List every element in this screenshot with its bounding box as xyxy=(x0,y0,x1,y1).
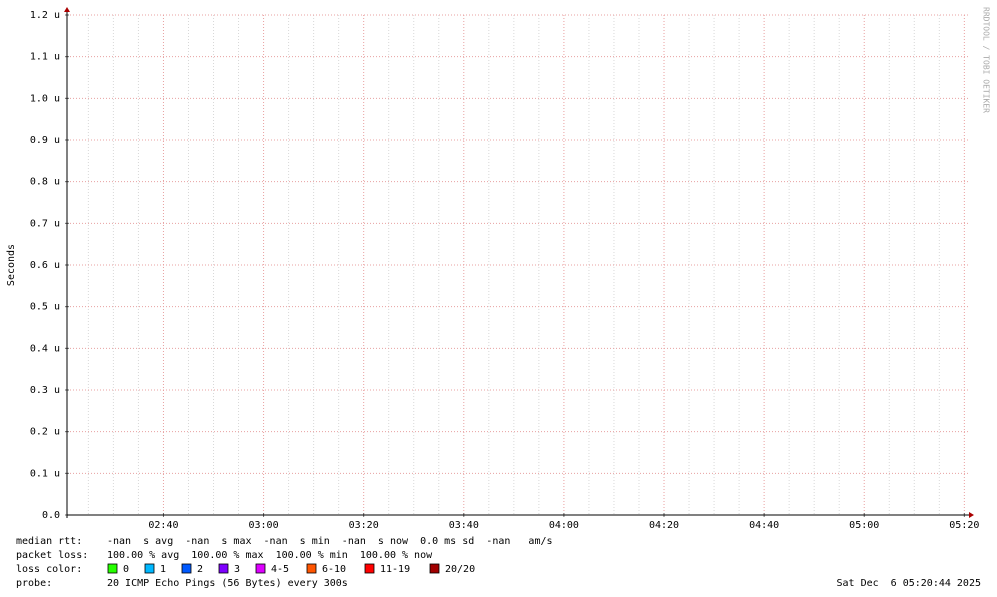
y-tick-label: 0.9 u xyxy=(30,135,60,146)
y-tick-label: 0.7 u xyxy=(30,218,60,229)
x-tick-label: 03:00 xyxy=(249,520,279,531)
x-tick-label: 05:20 xyxy=(949,520,979,531)
watermark: RRDTOOL / TOBI OETIKER xyxy=(982,7,991,113)
legend-label: loss color: xyxy=(16,564,82,575)
x-tick-label: 05:00 xyxy=(849,520,879,531)
y-axis-label: Seconds xyxy=(6,244,17,286)
loss-color-name: 11-19 xyxy=(380,564,410,575)
x-tick-label: 03:20 xyxy=(349,520,379,531)
legend-label: packet loss: xyxy=(16,550,88,561)
loss-color-name: 3 xyxy=(234,564,240,575)
loss-color-name: 6-10 xyxy=(322,564,346,575)
y-tick-label: 0.5 u xyxy=(30,302,60,313)
x-tick-label: 04:00 xyxy=(549,520,579,531)
loss-color-swatch xyxy=(144,563,155,574)
loss-color-name: 1 xyxy=(160,564,166,575)
legend-label: probe: xyxy=(16,578,52,589)
y-tick-label: 0.2 u xyxy=(30,427,60,438)
loss-color-swatch xyxy=(429,563,440,574)
legend-text: -nan s avg -nan s max -nan s min -nan s … xyxy=(107,536,553,547)
x-tick-label: 02:40 xyxy=(148,520,178,531)
loss-color-name: 20/20 xyxy=(445,564,475,575)
y-tick-label: 1.0 u xyxy=(30,93,60,104)
loss-color-swatch xyxy=(181,563,192,574)
y-tick-label: 0.8 u xyxy=(30,177,60,188)
y-tick-label: 0.1 u xyxy=(30,468,60,479)
loss-color-swatch xyxy=(306,563,317,574)
y-tick-label: 0.3 u xyxy=(30,385,60,396)
legend-label: median rtt: xyxy=(16,536,82,547)
loss-color-name: 4-5 xyxy=(271,564,289,575)
probe-text: 20 ICMP Echo Pings (56 Bytes) every 300s xyxy=(107,578,348,589)
axis-arrow xyxy=(969,512,974,518)
y-tick-label: 0.4 u xyxy=(30,343,60,354)
y-tick-label: 1.1 u xyxy=(30,52,60,63)
loss-color-swatch xyxy=(107,563,118,574)
axis-arrow xyxy=(64,7,70,12)
loss-color-name: 2 xyxy=(197,564,203,575)
y-tick-label: 1.2 u xyxy=(30,10,60,21)
y-tick-label: 0.6 u xyxy=(30,260,60,271)
loss-color-name: 0 xyxy=(123,564,129,575)
timestamp: Sat Dec 6 05:20:44 2025 xyxy=(837,578,982,589)
y-tick-label: 0.0 xyxy=(42,510,60,521)
x-tick-label: 04:40 xyxy=(749,520,779,531)
x-tick-label: 03:40 xyxy=(449,520,479,531)
legend-text: 100.00 % avg 100.00 % max 100.00 % min 1… xyxy=(107,550,433,561)
loss-color-swatch xyxy=(218,563,229,574)
loss-color-swatch xyxy=(255,563,266,574)
loss-color-swatch xyxy=(364,563,375,574)
x-tick-label: 04:20 xyxy=(649,520,679,531)
